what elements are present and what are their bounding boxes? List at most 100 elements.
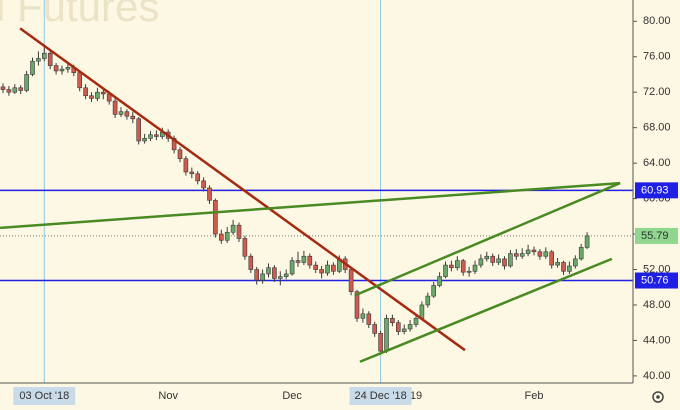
candle-body	[295, 260, 301, 263]
candle-body	[154, 134, 159, 137]
candle-body	[130, 115, 136, 120]
candle-body	[124, 111, 130, 117]
candle-body	[354, 291, 360, 319]
candle-body	[372, 324, 378, 334]
candle-body	[425, 295, 431, 306]
candle-body	[219, 233, 224, 241]
last-price-box	[635, 227, 678, 244]
candle-body	[77, 72, 82, 89]
level-label-box	[635, 272, 678, 289]
candle-body	[490, 255, 496, 263]
candle-body	[567, 265, 572, 272]
candle-body	[289, 260, 295, 275]
settings-icon[interactable]	[652, 391, 664, 403]
candle-body	[47, 52, 53, 66]
candle-body	[283, 273, 289, 277]
candle-body	[443, 264, 448, 277]
candle-body	[537, 251, 543, 257]
candle-body	[472, 264, 478, 272]
candle-body	[83, 87, 88, 97]
candle-body	[242, 238, 248, 257]
y-tick-label: 40.00	[643, 370, 671, 382]
axes: 40.0044.0048.0052.0056.0060.0064.0068.00…	[13, 15, 678, 405]
candle-body	[95, 91, 100, 99]
candle-body	[65, 67, 71, 70]
candle-body	[366, 313, 372, 325]
candle-body	[260, 273, 265, 281]
candle-body	[325, 264, 330, 274]
candle-body	[401, 328, 407, 332]
candle-body	[12, 87, 18, 93]
gear[interactable]	[652, 391, 664, 403]
candle-body	[254, 269, 259, 281]
candle-body	[36, 58, 41, 62]
candle-body	[466, 270, 472, 273]
candle-body	[431, 285, 437, 297]
y-tick-label: 76.00	[643, 51, 671, 63]
candle-body	[572, 258, 578, 267]
candle-body	[230, 224, 236, 233]
candle-body	[201, 180, 206, 189]
candle-body	[195, 173, 200, 182]
candle-body	[177, 149, 183, 159]
candle-body	[118, 111, 124, 115]
candle-body	[319, 269, 324, 274]
trend-line	[0, 181, 621, 230]
candle-body	[578, 247, 584, 260]
plot-area	[0, 0, 633, 383]
candle-body	[266, 267, 271, 275]
x-label-box	[13, 387, 76, 405]
candle-body	[307, 255, 313, 266]
candle-body	[24, 74, 29, 91]
candle-body	[460, 260, 466, 273]
candle-body	[502, 258, 507, 267]
candle-body	[360, 313, 366, 319]
y-tick-label: 80.00	[643, 15, 671, 27]
candle-body	[561, 262, 566, 272]
gear-center	[656, 395, 660, 399]
candle-body	[41, 52, 47, 59]
candle-body	[555, 262, 560, 266]
candle-body	[30, 60, 35, 75]
candle-body	[0, 86, 6, 90]
candle-body	[484, 255, 490, 260]
level-label-box	[635, 182, 678, 199]
y-tick-label: 44.00	[643, 334, 671, 346]
candle-body	[112, 100, 118, 115]
candle-body	[18, 87, 24, 91]
candle-body	[508, 253, 513, 267]
candle-body	[272, 267, 277, 279]
candle-body	[496, 258, 501, 263]
candle-body	[384, 317, 389, 352]
candle-body	[59, 68, 65, 72]
y-tick-label: 64.00	[643, 157, 671, 169]
candle-body	[224, 231, 230, 241]
x-tick-label: 03 Oct '18	[19, 390, 69, 402]
x-tick-label: Dec	[282, 390, 302, 402]
candle-body	[277, 276, 283, 279]
candle-body	[478, 258, 484, 266]
y-tick-label: 48.00	[643, 299, 671, 311]
candle-body	[449, 264, 454, 269]
candle-body	[395, 322, 401, 332]
candle-body	[183, 158, 189, 173]
candle-body	[437, 276, 442, 286]
candle-body	[148, 134, 153, 139]
x-tick-label: 19	[410, 390, 422, 402]
candle-body	[189, 171, 195, 175]
candle-body	[101, 91, 106, 95]
x-tick-label: Nov	[158, 390, 178, 402]
level-label: 60.93	[641, 184, 669, 196]
watermark-title: l Futures	[0, 0, 159, 30]
candle-body	[136, 118, 141, 142]
candle-body	[53, 65, 59, 72]
candle-body	[313, 264, 319, 270]
level-label: 50.76	[641, 274, 669, 286]
candle-body	[525, 249, 531, 254]
candle-body	[413, 317, 419, 325]
y-tick-label: 68.00	[643, 122, 671, 134]
candle-body	[301, 255, 307, 263]
candle-body	[236, 224, 242, 239]
